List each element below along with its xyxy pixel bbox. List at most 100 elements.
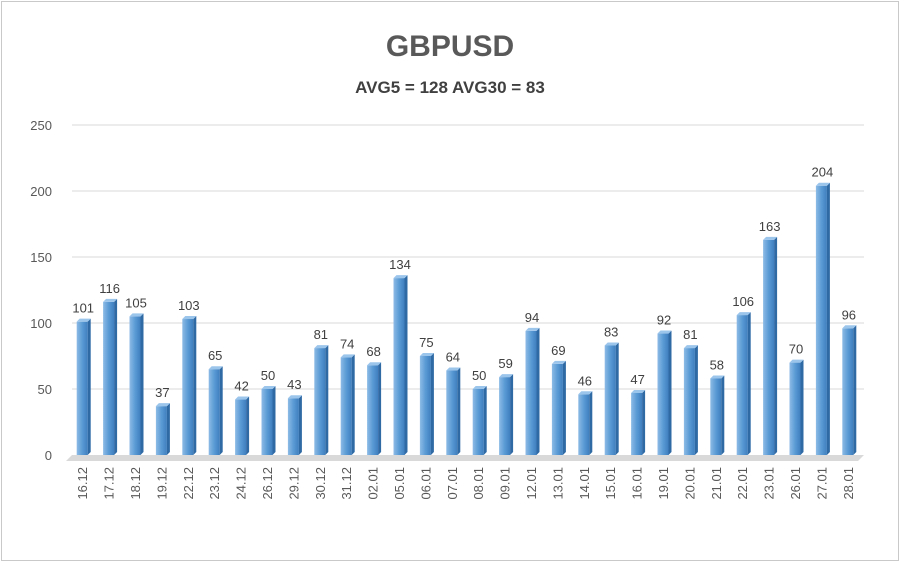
bar-top <box>182 316 197 320</box>
data-label: 75 <box>419 335 433 350</box>
bar-side <box>272 386 276 455</box>
bar <box>604 345 616 455</box>
x-tick-label: 26.12 <box>260 467 275 500</box>
bar-top <box>736 312 751 316</box>
data-label: 81 <box>683 327 697 342</box>
data-label: 163 <box>759 219 781 234</box>
bar-side <box>721 375 725 455</box>
chart-title: GBPUSD <box>385 30 515 63</box>
data-label: 204 <box>812 165 834 180</box>
bar <box>314 348 326 455</box>
bar-side <box>668 330 672 455</box>
data-label: 43 <box>287 377 301 392</box>
bar-top <box>657 330 672 334</box>
y-tick-label: 200 <box>30 184 52 199</box>
bar-side <box>536 327 540 455</box>
bar-side <box>694 345 698 455</box>
data-label: 96 <box>842 307 856 322</box>
x-tick-label: 12.01 <box>524 467 539 500</box>
bar-top <box>710 375 725 379</box>
bar <box>155 406 167 455</box>
bar <box>472 389 484 455</box>
x-tick-label: 20.01 <box>682 467 697 500</box>
bar <box>842 328 854 455</box>
x-tick-label: 29.12 <box>286 467 301 500</box>
data-label: 58 <box>710 357 724 372</box>
bar-side <box>747 312 751 455</box>
bar-top <box>551 360 566 364</box>
bar-top <box>155 403 170 407</box>
bar-top <box>314 345 329 349</box>
bar-top <box>789 359 804 363</box>
data-label: 134 <box>389 257 411 272</box>
bar-side <box>166 403 170 455</box>
x-tick-label: 16.01 <box>630 467 645 500</box>
bar-side <box>219 366 223 455</box>
bar-side <box>589 391 593 455</box>
bar-side <box>325 345 329 455</box>
data-label: 65 <box>208 348 222 363</box>
bar-top <box>446 367 461 371</box>
bar-top <box>631 389 646 393</box>
bar-top <box>393 275 408 279</box>
data-label: 47 <box>630 372 644 387</box>
bar <box>103 301 115 455</box>
bar-side <box>510 374 514 455</box>
data-label: 105 <box>125 295 147 310</box>
bar <box>287 398 299 455</box>
bar-side <box>800 359 804 455</box>
x-tick-label: 13.01 <box>550 467 565 500</box>
data-label: 116 <box>99 281 120 296</box>
x-tick-label: 02.01 <box>366 467 381 500</box>
bar-side <box>193 316 197 455</box>
x-tick-label: 05.01 <box>392 467 407 500</box>
bar-top <box>472 386 487 389</box>
bar <box>815 185 827 455</box>
x-tick-label: 31.12 <box>339 467 354 500</box>
data-label: 46 <box>578 373 592 388</box>
x-tick-label: 23.12 <box>207 467 222 500</box>
bar-top <box>842 325 857 329</box>
bar-top <box>76 318 91 322</box>
data-label: 69 <box>551 343 565 358</box>
bar-top <box>578 391 593 395</box>
bar-side <box>114 298 118 455</box>
data-label: 64 <box>446 350 460 365</box>
bar-side <box>351 354 355 455</box>
bar <box>182 319 194 455</box>
bar <box>235 399 247 455</box>
bar <box>367 365 379 455</box>
x-tick-label: 14.01 <box>577 467 592 500</box>
bar-side <box>642 389 646 455</box>
x-tick-label: 15.01 <box>603 467 618 500</box>
bar <box>683 348 695 455</box>
bar-side <box>774 236 778 455</box>
data-label: 94 <box>525 310 539 325</box>
bar <box>763 239 775 455</box>
bar-top <box>419 353 434 356</box>
x-tick-label: 09.01 <box>498 467 513 500</box>
data-label: 92 <box>657 313 671 328</box>
bar-side <box>483 386 487 455</box>
bar-top <box>287 395 302 399</box>
bar-top <box>208 366 223 370</box>
data-label: 50 <box>472 368 486 383</box>
bar-side <box>853 325 857 455</box>
x-tick-label: 06.01 <box>418 467 433 500</box>
bar <box>340 357 352 455</box>
bar-side <box>430 353 434 455</box>
bar-top <box>367 362 382 366</box>
bar <box>446 370 458 455</box>
bar-side <box>826 182 830 455</box>
bar-top <box>129 313 144 317</box>
data-label: 68 <box>366 344 380 359</box>
x-tick-label: 24.12 <box>234 467 249 500</box>
x-tick-label: 07.01 <box>445 467 460 500</box>
bar-top <box>103 298 118 302</box>
data-label: 74 <box>340 336 354 351</box>
bar-side <box>378 362 382 455</box>
bar <box>631 392 643 455</box>
data-label: 42 <box>234 379 248 394</box>
